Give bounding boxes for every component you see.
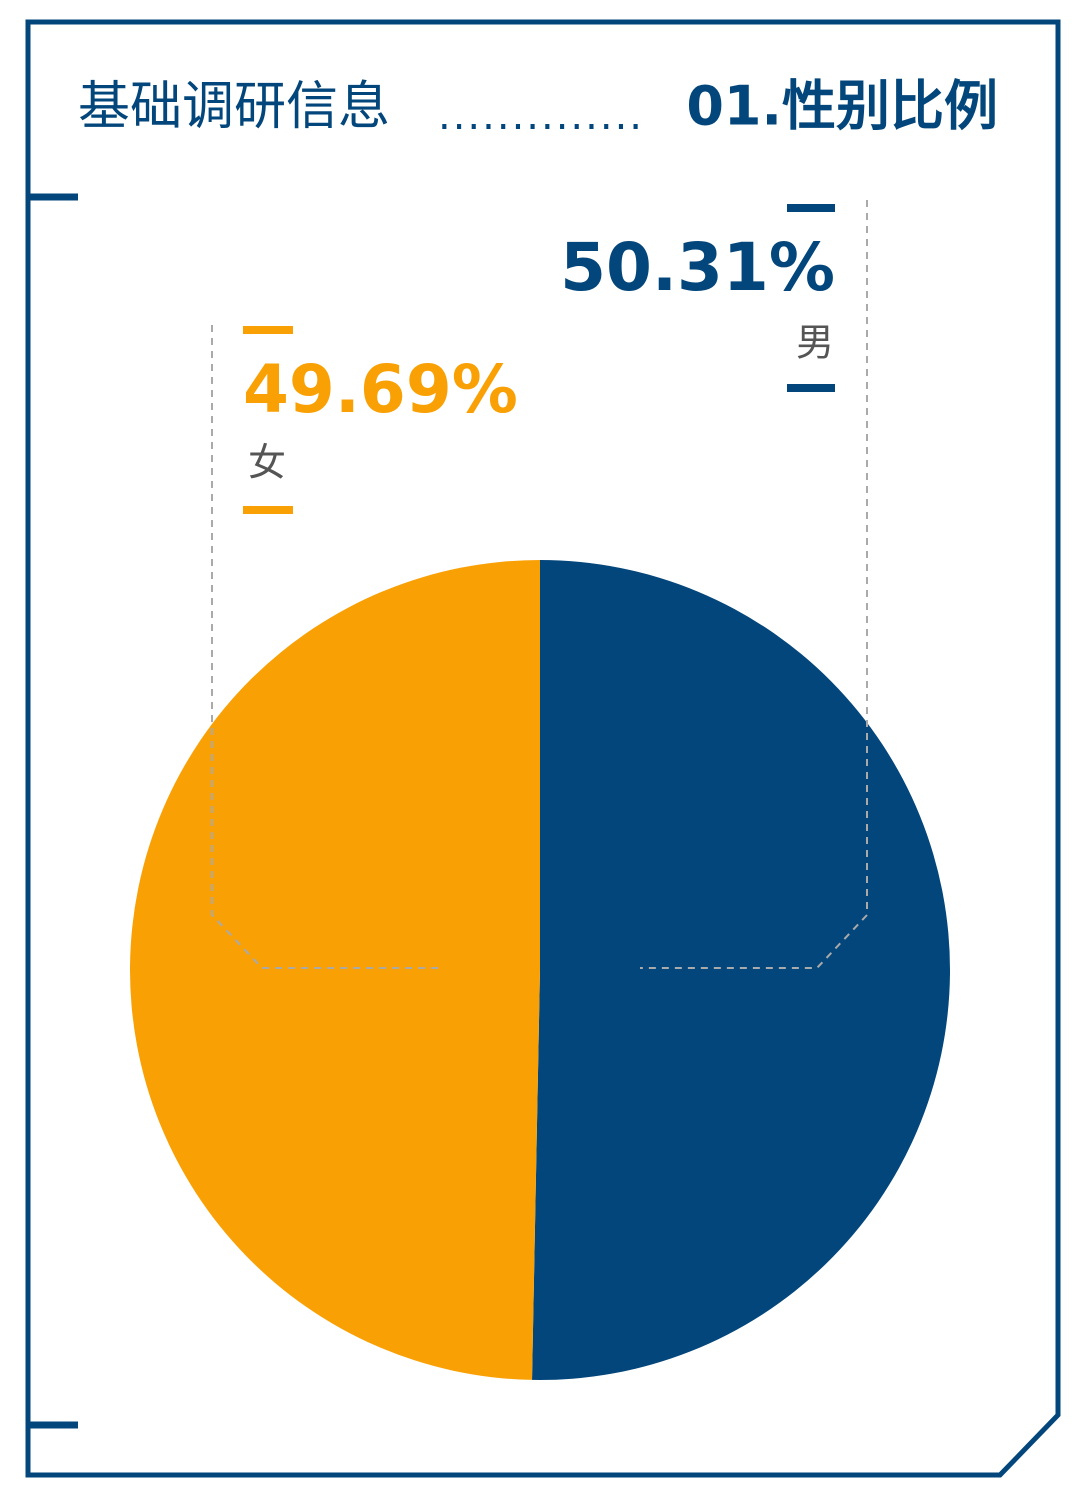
value-label: 49.69% — [243, 351, 518, 428]
pie — [130, 560, 951, 1380]
pie-slice — [130, 560, 540, 1380]
chart-subtitle: 01.性别比例 — [686, 75, 998, 138]
category-label: 女 — [248, 441, 286, 485]
category-label: 男 — [796, 321, 834, 365]
frame — [25, 19, 1061, 1478]
chart-title: 基础调研信息 — [78, 77, 390, 137]
leader-line — [640, 200, 868, 969]
value-label: 50.31% — [560, 229, 835, 306]
pie-slice — [532, 560, 951, 1380]
leader-dots: .............. — [438, 93, 644, 139]
leader-line — [211, 325, 440, 969]
